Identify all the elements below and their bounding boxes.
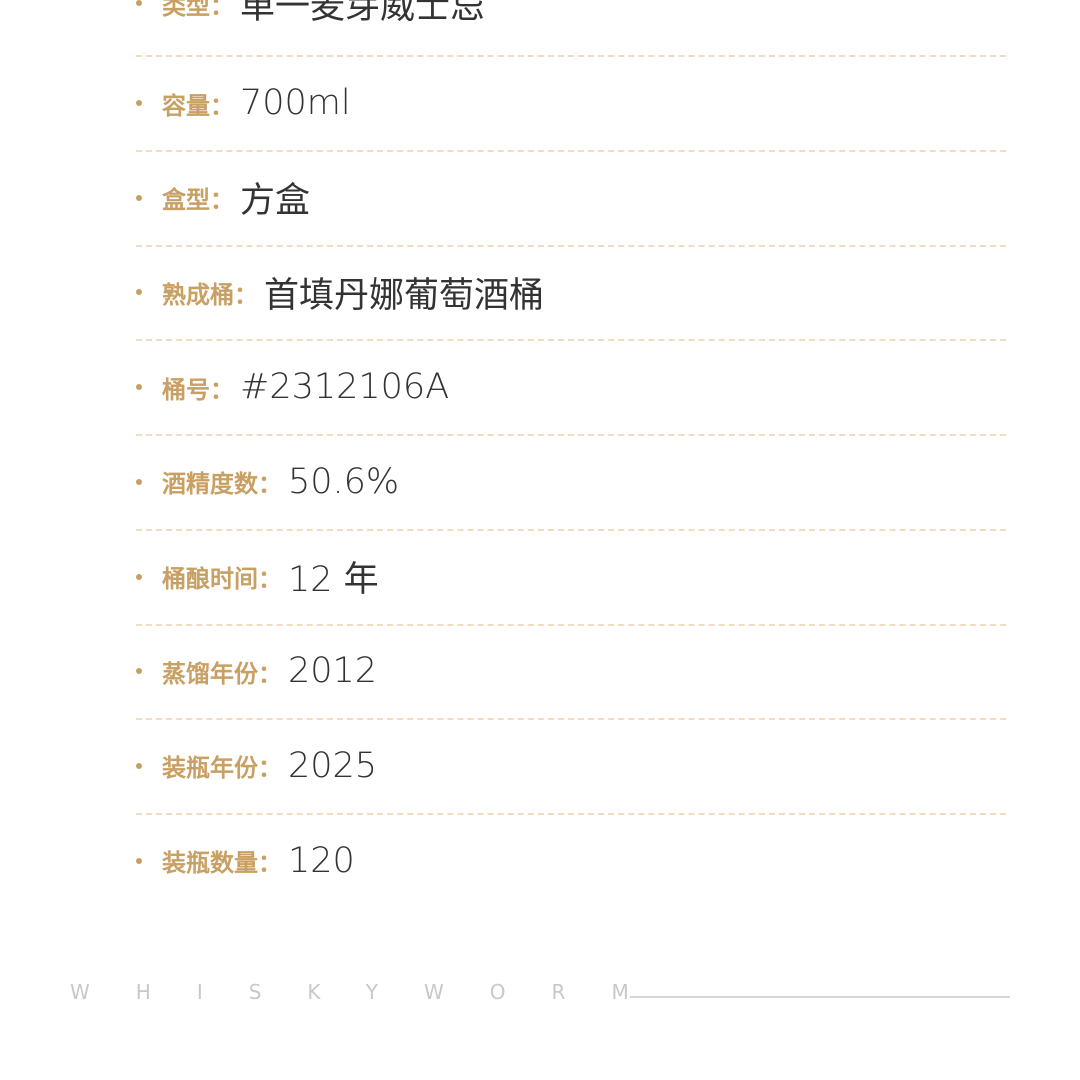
brand: WHISKYWORM <box>70 980 675 1004</box>
separator <box>136 55 1006 58</box>
row-value: 12 年 <box>288 560 379 600</box>
row-label: 桶酿时间： <box>162 565 282 593</box>
info-row: 蒸馏年份： 2012 <box>136 641 1006 701</box>
info-row: 桶号： #2312106A <box>136 357 1006 417</box>
info-row: 装瓶年份： 2025 <box>136 736 1006 796</box>
separator <box>136 434 1006 437</box>
row-value: 700ml <box>240 83 351 123</box>
row-label: 蒸馏年份： <box>162 659 282 688</box>
row-value: 2012 <box>288 651 378 692</box>
info-row: 装瓶数量： 120 <box>136 831 1006 891</box>
info-row: 桶酿时间： 12 年 <box>136 547 1006 607</box>
row-label: 桶号： <box>162 375 234 404</box>
row-value: 50.6% <box>288 461 400 502</box>
info-row: 酒精度数： 50.6% <box>136 452 1006 512</box>
separator <box>136 150 1006 152</box>
bullet <box>136 194 142 201</box>
bullet <box>136 762 142 769</box>
row-value: 120 <box>288 840 355 881</box>
info-row: 盒型： 方盒 <box>136 168 1006 228</box>
row-label: 酒精度数： <box>162 470 282 499</box>
separator <box>136 244 1006 247</box>
separator <box>136 623 1006 626</box>
row-label: 盒型： <box>162 186 234 215</box>
bullet <box>136 384 142 391</box>
separator <box>136 718 1006 721</box>
info-row: 熟成桶： 首填丹娜葡萄酒桶 <box>136 262 1006 322</box>
bullet <box>136 857 142 864</box>
row-value: 单一麦芽威士忌 <box>240 0 486 27</box>
info-row: 容量： 700ml <box>136 73 1006 133</box>
bullet <box>136 100 142 106</box>
row-label: 装瓶数量： <box>162 849 282 878</box>
separator <box>136 339 1006 342</box>
separator <box>136 812 1006 815</box>
brand-line <box>630 996 1010 998</box>
row-value: 首填丹娜葡萄酒桶 <box>264 275 545 316</box>
bullet <box>136 573 142 580</box>
row-label: 装瓶年份： <box>162 754 282 783</box>
row-value: 方盒 <box>240 181 311 222</box>
row-label: 容量： <box>162 91 234 120</box>
bullet <box>136 289 142 296</box>
info-row: 类型： 单一麦芽威士忌 <box>136 0 1006 33</box>
row-label: 类型： <box>162 0 234 20</box>
bullet <box>136 668 142 675</box>
bullet <box>136 478 142 485</box>
row-value: #2312106A <box>240 367 450 408</box>
row-value: 2025 <box>288 745 378 786</box>
bullet <box>136 0 142 7</box>
row-label: 熟成桶： <box>162 280 258 309</box>
separator <box>136 528 1006 531</box>
